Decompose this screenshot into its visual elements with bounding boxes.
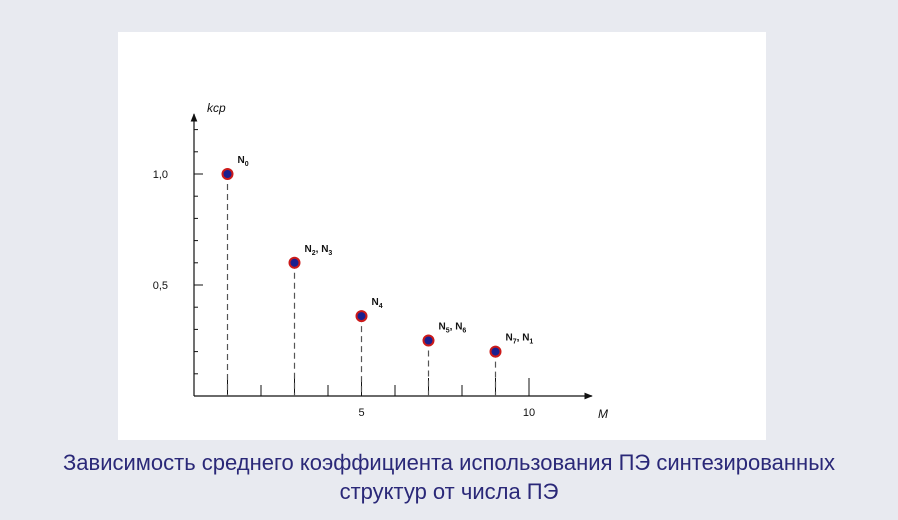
point-label-text: N: [372, 297, 379, 308]
point-label-subscript: 0: [245, 161, 249, 168]
point-label: N0: [238, 155, 249, 168]
point-label-subscript: 5: [446, 328, 450, 335]
data-point: [422, 334, 435, 347]
point-label-text: , N: [316, 244, 329, 255]
point-label-text: N: [238, 155, 245, 166]
point-label-subscript: 1: [529, 339, 533, 346]
point-label-subscript: 3: [328, 250, 332, 257]
point-label-text: , N: [450, 322, 463, 333]
points: [221, 168, 502, 358]
data-point: [221, 168, 234, 180]
point-label-subscript: 4: [379, 303, 383, 310]
caption-line-2: структур от числа ПЭ: [339, 479, 559, 504]
y-tick-label: 0,5: [153, 280, 168, 292]
point-label: N7, N1: [506, 333, 534, 346]
point-label-subscript: 6: [462, 328, 466, 335]
y-axis-label: kср: [207, 101, 226, 115]
point-label-subscript: 7: [513, 339, 517, 346]
point-label-text: , N: [517, 333, 530, 344]
point-label: N2, N3: [305, 244, 333, 257]
caption-line-1: Зависимость среднего коэффициента исполь…: [62, 450, 836, 475]
point-label-subscript: 2: [312, 250, 316, 257]
x-tick-label: 10: [523, 407, 535, 419]
point-label-text: N: [439, 322, 446, 333]
data-point: [288, 256, 301, 269]
data-point: [355, 310, 368, 323]
point-label: N5, N6: [439, 322, 467, 335]
point-label: N4: [372, 297, 383, 310]
stems: [226, 174, 497, 396]
chart-caption: Зависимость среднего коэффициента исполь…: [0, 448, 898, 506]
point-label-text: N: [305, 244, 312, 255]
x-tick-label: 5: [358, 407, 364, 419]
y-tick-label: 1,0: [153, 169, 168, 181]
point-label-text: N: [506, 333, 513, 344]
x-axis-label: M: [598, 407, 608, 421]
data-point: [489, 345, 502, 358]
